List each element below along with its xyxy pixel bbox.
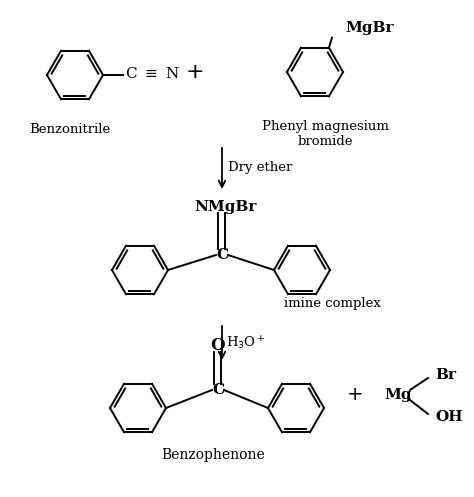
Text: Benzonitrile: Benzonitrile bbox=[29, 123, 110, 136]
Text: O: O bbox=[210, 337, 225, 354]
Text: Phenyl magnesium
bromide: Phenyl magnesium bromide bbox=[262, 120, 388, 148]
Text: Mg: Mg bbox=[384, 388, 412, 402]
Text: H$_3$O$^+$: H$_3$O$^+$ bbox=[226, 334, 265, 352]
Text: C $\equiv$ N: C $\equiv$ N bbox=[125, 66, 180, 81]
Text: imine complex: imine complex bbox=[284, 297, 381, 310]
Text: +: + bbox=[186, 62, 204, 82]
Text: Dry ether: Dry ether bbox=[228, 162, 292, 174]
Text: MgBr: MgBr bbox=[345, 21, 393, 35]
Text: Br: Br bbox=[435, 368, 456, 382]
Text: Benzophenone: Benzophenone bbox=[161, 448, 265, 462]
Text: C: C bbox=[216, 248, 228, 262]
Text: NMgBr: NMgBr bbox=[194, 200, 256, 214]
Text: OH: OH bbox=[435, 410, 463, 424]
Text: +: + bbox=[347, 386, 363, 405]
Text: C: C bbox=[212, 383, 224, 397]
